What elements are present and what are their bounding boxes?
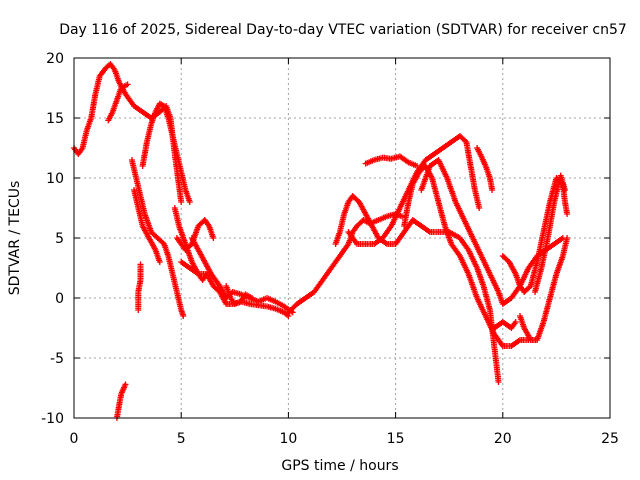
series-s9 [173,217,217,253]
x-axis-label: GPS time / hours [281,458,398,474]
series-markers [401,163,532,349]
series-s12 [223,283,255,307]
y-tick-labels: -10 -5 0 5 10 15 20 [41,51,64,427]
series-s7 [131,187,163,265]
y-tick-label: -5 [50,351,64,367]
series-markers [223,283,255,307]
grid [73,57,611,419]
y-tick-label: 15 [46,111,64,127]
series-markers [285,211,405,316]
plot-frame [73,57,611,419]
series-s6 [139,100,193,205]
series-s17 [401,163,532,349]
y-tick-label: 5 [55,231,64,247]
y-tick-label: -10 [41,411,64,427]
x-tick-label: 0 [70,431,79,447]
series-s13 [285,211,405,316]
series-markers [113,381,129,421]
series-markers [131,187,163,265]
x-tick-label: 15 [387,431,405,447]
x-tick-label: 5 [177,431,186,447]
series-s21 [491,319,519,331]
y-tick-label: 0 [55,291,64,307]
series-s23 [532,172,568,295]
x-tick-label: 20 [494,431,512,447]
y-tick-label: 10 [46,171,64,187]
series-markers [362,153,420,169]
chart-title: Day 116 of 2025, Sidereal Day-to-day VTE… [59,22,627,38]
series-markers [499,175,571,295]
series-markers [135,261,144,313]
series-s3 [128,157,187,319]
series-markers [474,145,496,193]
data-points [71,61,571,421]
series-markers [128,157,187,319]
x-tick-label: 25 [601,431,619,447]
series-markers [332,193,502,385]
x-tick-label: 10 [279,431,297,447]
series-s22 [517,235,571,343]
series-s2 [105,81,131,124]
series-markers [532,172,568,295]
series-markers [517,235,571,343]
series-s4 [135,261,144,313]
series-s20 [499,175,571,295]
series-s16 [362,153,420,169]
y-axis-label: SDTVAR / TECUs [7,181,23,296]
series-s14 [332,193,502,385]
series-markers [173,217,217,253]
y-tick-label: 20 [46,51,64,67]
series-markers [139,100,193,205]
series-markers [491,319,519,331]
series-s19 [474,145,496,193]
x-tick-labels: 0 5 10 15 20 25 [70,431,619,447]
series-markers [105,81,131,124]
series-s5 [113,381,129,421]
